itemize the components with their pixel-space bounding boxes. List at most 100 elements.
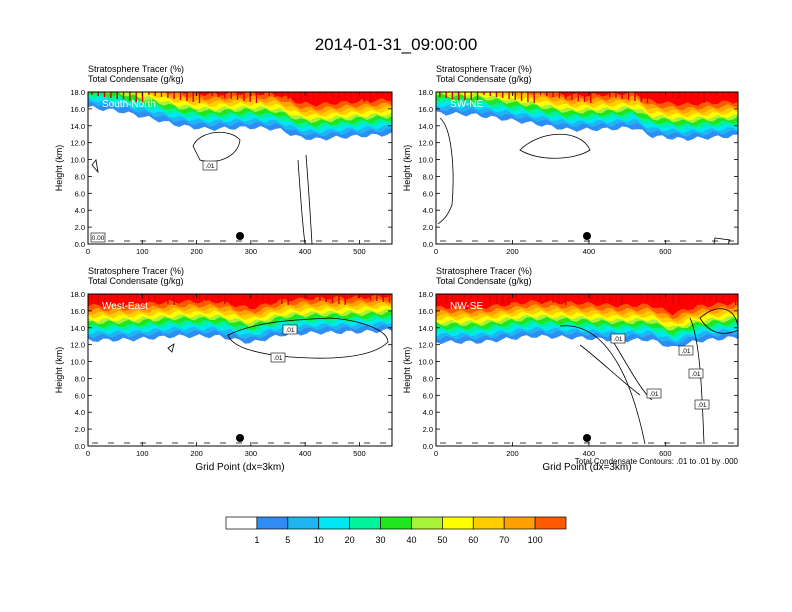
tracer-streak <box>671 294 674 304</box>
tracer-streak <box>716 92 718 96</box>
tracer-streak <box>502 92 504 98</box>
tracer-streak <box>249 294 251 299</box>
plot-frame <box>87 293 393 447</box>
contour-line <box>91 159 99 174</box>
x-axis: 0 100 200 300 400 500 <box>86 92 366 256</box>
tracer-streak <box>325 92 327 96</box>
tracer-streak <box>577 92 579 101</box>
contour-label: .01 <box>202 160 218 171</box>
tracer-streak <box>160 92 163 97</box>
location-marker <box>583 232 591 240</box>
x-axis-label: Grid Point (dx=3km) <box>542 462 631 473</box>
tracer-streak <box>602 92 605 96</box>
tracer-streak <box>135 294 137 299</box>
contour-line <box>167 343 175 353</box>
tracer-band-10 <box>88 92 392 107</box>
x-tick-label: 0 <box>86 247 90 256</box>
tracer-streak <box>306 294 308 299</box>
x-axis: 0 200 400 600 Grid Point (dx=3km) <box>434 294 672 473</box>
tracer-field <box>88 294 392 444</box>
tracer-streak <box>344 92 346 99</box>
tracer-streak <box>357 92 359 101</box>
tracer-streak <box>722 92 724 97</box>
y-axis: 0.0 2.0 4.0 6.0 8.0 10.0 12.0 14.0 16.0 18.0 Heigh… <box>402 88 738 249</box>
tracer-streak <box>268 92 270 96</box>
tracer-streak <box>489 294 491 302</box>
tracer-streak <box>376 92 378 95</box>
y-tick-label: 14.0 <box>418 324 433 333</box>
tracer-streak <box>684 294 686 297</box>
contour-label: .01 <box>646 388 662 399</box>
y-tick-label: 12.0 <box>70 341 85 350</box>
tracer-streak <box>533 92 535 103</box>
y-tick-label: 2.0 <box>423 223 433 232</box>
y-tick-label: 4.0 <box>75 408 85 417</box>
tracer-streak <box>533 294 535 300</box>
tracer-streak <box>546 92 548 96</box>
tracer-streak <box>369 92 372 103</box>
panel-2: Stratosphere Tracer (%)Total Condensate … <box>402 64 739 256</box>
tracer-streak <box>502 294 504 304</box>
tracer-streak <box>640 92 642 102</box>
condensate-contours <box>91 132 388 244</box>
tracer-streak <box>640 294 642 299</box>
tracer-streak <box>565 294 567 305</box>
tracer-streak <box>476 294 479 300</box>
plot-frame <box>87 91 393 245</box>
tracer-streak <box>167 294 169 304</box>
condensate-contours <box>92 317 389 444</box>
tracer-streak <box>671 92 674 98</box>
tracer-streak <box>293 92 296 100</box>
y-tick-label: 16.0 <box>70 307 85 316</box>
tracer-streak <box>646 92 649 103</box>
tracer-streak <box>709 294 712 301</box>
tracer-streak <box>338 92 340 98</box>
tracer-streak <box>615 92 617 98</box>
tracer-streak <box>287 92 289 99</box>
tracer-streak <box>621 294 623 305</box>
x-tick-label: 300 <box>245 247 258 256</box>
tracer-streak <box>508 294 510 305</box>
tracer-streak <box>350 92 353 100</box>
tracer-streak <box>458 92 460 100</box>
y-tick-label: 12.0 <box>70 139 85 148</box>
tracer-streak <box>458 294 460 297</box>
colorbar-box <box>349 516 381 530</box>
tracer-streak <box>539 294 542 301</box>
panel-label: NW-SE <box>450 301 483 312</box>
svg-text:.01: .01 <box>697 402 706 409</box>
panel-subtitle: Total Condensate (g/kg) <box>436 74 532 84</box>
tracer-band-10 <box>88 294 392 310</box>
tracer-streak <box>262 294 264 301</box>
svg-text:.01: .01 <box>205 163 214 170</box>
tracer-streak <box>331 92 334 97</box>
y-tick-label: 6.0 <box>423 391 433 400</box>
y-tick-label: 2.0 <box>423 425 433 434</box>
tracer-streak <box>173 92 175 99</box>
y-tick-label: 8.0 <box>75 172 85 181</box>
x-tick-label: 400 <box>299 247 312 256</box>
tracer-streak <box>274 294 277 303</box>
colorbar-label: 30 <box>376 535 386 545</box>
tracer-streak <box>703 294 705 300</box>
tracer-streak <box>451 294 454 305</box>
tracer-streak <box>728 92 730 98</box>
x-tick-label: 200 <box>506 247 519 256</box>
contour-label: .01 <box>270 352 286 363</box>
y-tick-label: 14.0 <box>70 324 85 333</box>
y-axis-label: Height (km) <box>402 145 412 192</box>
tracer-streak <box>665 92 667 97</box>
y-tick-label: 16.0 <box>70 105 85 114</box>
y-tick-label: 2.0 <box>75 223 85 232</box>
tracer-streak <box>217 294 220 303</box>
tracer-streak <box>571 92 573 100</box>
tracer-streak <box>520 92 523 101</box>
tracer-streak <box>665 294 667 303</box>
tracer-streak <box>709 92 712 95</box>
panel-title: Stratosphere Tracer (%) <box>436 266 532 276</box>
tracer-streak <box>236 92 239 100</box>
panels: Stratosphere Tracer (%) Total Condensate … <box>54 64 739 473</box>
tracer-streak <box>116 294 118 305</box>
tracer-streak <box>514 92 516 100</box>
colorbar-label: 50 <box>437 535 447 545</box>
